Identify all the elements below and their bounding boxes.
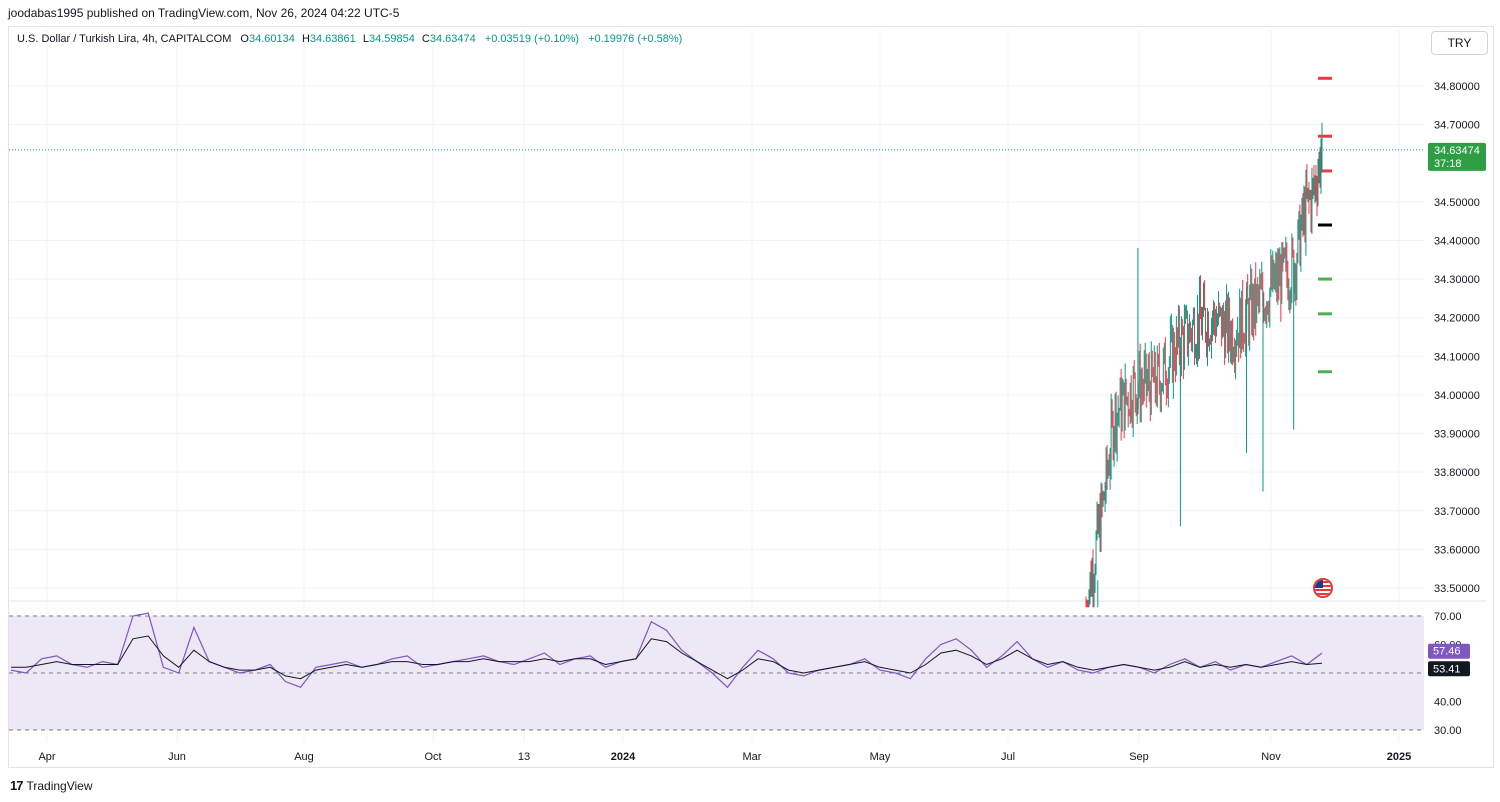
price-tick-label: 34.40000	[1434, 235, 1480, 247]
price-tick-label: 34.80000	[1434, 81, 1480, 93]
level-markers	[1318, 76, 1332, 374]
rsi-ma-text: 53.41	[1433, 663, 1461, 675]
time-tick-label: Jun	[168, 751, 186, 763]
time-tick-label: Nov	[1261, 751, 1281, 763]
open-label: O	[240, 33, 249, 45]
change-value: +0.03519 (+0.10%)	[484, 33, 580, 45]
time-tick-label: Sep	[1129, 751, 1149, 763]
time-tick-label: 2024	[611, 751, 636, 763]
price-tick-label: 34.30000	[1434, 274, 1480, 286]
chart-frame	[8, 26, 1494, 768]
rsi-tick-label: 70.00	[1434, 611, 1462, 623]
price-candles	[9, 122, 1424, 608]
rsi-lines	[10, 612, 1323, 689]
us-flag-icon[interactable]	[1313, 578, 1333, 598]
price-tick-label: 33.60000	[1434, 544, 1480, 556]
price-axis: 34.80000 34.70000 34.50000 34.40000 34.30000…	[1434, 81, 1480, 737]
high-label: H	[301, 33, 310, 45]
rsi-ma-line	[11, 635, 1323, 680]
symbol-legend: U.S. Dollar / Turkish Lira, 4h, CAPITALC…	[17, 33, 682, 45]
low-label: L	[362, 33, 369, 45]
price-tick-label: 34.20000	[1434, 313, 1480, 325]
time-tick-label: May	[870, 751, 891, 763]
high-value: 34.63861	[309, 33, 356, 45]
close-label: C	[421, 33, 430, 45]
price-tick-label: 33.80000	[1434, 467, 1480, 479]
open-value: 34.60134	[248, 33, 295, 45]
price-tick-label: 34.10000	[1434, 351, 1480, 363]
rsi-line	[10, 612, 1323, 689]
brand-name: TradingView	[26, 778, 93, 793]
time-tick-label: 2025	[1387, 751, 1411, 763]
rsi-tick-label: 40.00	[1434, 697, 1462, 709]
time-tick-label: Mar	[743, 751, 762, 763]
price-tick-label: 33.50000	[1434, 583, 1480, 595]
low-value: 34.59854	[368, 33, 415, 45]
time-tick-label: 13	[518, 751, 530, 763]
time-axis: Apr Jun Aug Oct 13 2024 Mar May Jul Sep Nov 2025	[38, 751, 1411, 763]
price-tick-label: 33.70000	[1434, 506, 1480, 518]
last-price-tag	[1428, 142, 1486, 171]
rsi-value-text: 57.46	[1433, 646, 1461, 658]
time-tick-label: Aug	[294, 751, 314, 763]
time-tick-label: Oct	[424, 751, 441, 763]
tv-logo-icon: 17	[10, 778, 24, 793]
change-value-2: +0.19976 (+0.58%)	[588, 33, 683, 45]
publish-info: joodabas1995 published on TradingView.co…	[8, 6, 400, 20]
price-tick-label: 34.70000	[1434, 120, 1480, 132]
last-price-text: 34.63474	[1434, 145, 1480, 157]
rsi-value-tag	[1428, 643, 1470, 659]
rsi-ma-tag	[1428, 661, 1470, 677]
currency-button[interactable]: TRY	[1431, 31, 1488, 55]
symbol-name: U.S. Dollar / Turkish Lira, 4h, CAPITALC…	[17, 33, 232, 45]
time-tick-label: Apr	[38, 751, 55, 763]
price-tick-label: 34.00000	[1434, 390, 1480, 402]
rsi-tick-label: 30.00	[1434, 725, 1462, 737]
countdown-text: 37:18	[1434, 158, 1462, 170]
price-tick-label: 34.50000	[1434, 197, 1480, 209]
time-tick-label: Jul	[1001, 751, 1015, 763]
close-value: 34.63474	[429, 33, 476, 45]
price-tick-label: 33.90000	[1434, 429, 1480, 441]
footer: 17 TradingView	[10, 778, 93, 793]
